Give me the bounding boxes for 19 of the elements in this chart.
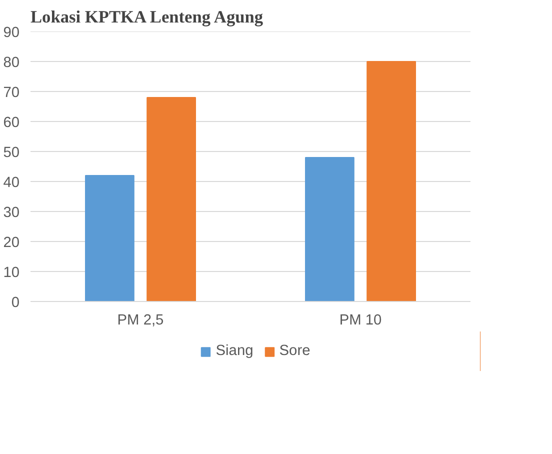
y-tick-label: 90 <box>3 25 20 41</box>
chart-title: Lokasi KPTKA Lenteng Agung <box>30 8 264 26</box>
y-tick-label: 40 <box>3 175 20 191</box>
x-tick-label: PM 2,5 <box>117 312 164 328</box>
bar <box>366 61 416 302</box>
y-tick-label: 10 <box>3 265 20 281</box>
bar <box>146 97 196 302</box>
y-tick-label: 80 <box>3 55 20 71</box>
x-tick-label: PM 10 <box>339 312 382 328</box>
y-tick-label: 20 <box>3 235 20 251</box>
y-tick-label: 0 <box>11 295 20 311</box>
bar <box>85 175 134 302</box>
y-tick-label: 70 <box>3 85 20 101</box>
y-tick-label: 30 <box>3 205 20 221</box>
y-tick-label: 50 <box>3 145 20 161</box>
y-tick-label: 60 <box>3 115 20 131</box>
bar <box>305 157 354 302</box>
legend-label: Sore <box>279 343 310 359</box>
legend-label: Siang <box>216 343 254 359</box>
